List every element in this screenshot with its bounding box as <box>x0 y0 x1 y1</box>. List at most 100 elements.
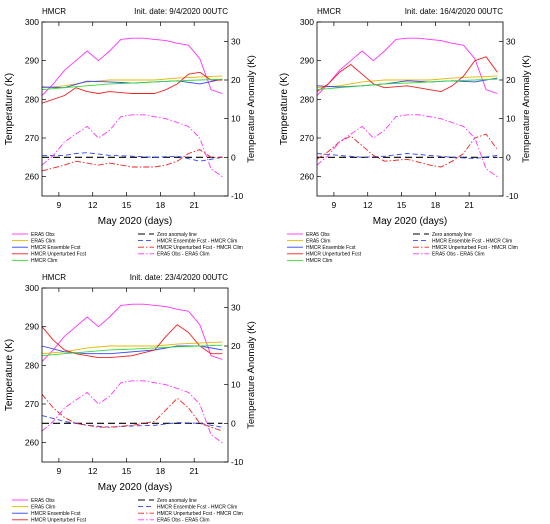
series-line <box>41 344 223 357</box>
x-tick-label: 18 <box>156 200 166 210</box>
y-axis-label: Temperature (K) <box>279 73 290 145</box>
y-tick-label: 290 <box>25 322 39 332</box>
y-tick-label: 280 <box>300 94 314 104</box>
series-line <box>41 149 223 172</box>
chart-panel-1: HMCR Init. date: 9/4/2020 00UTC 9 12 15 18 21 2… <box>0 0 270 264</box>
y2-tick-label: -10 <box>231 457 244 467</box>
x-tick-label: 12 <box>88 466 98 476</box>
series-line <box>41 345 223 355</box>
legend-label: Zero anomaly line <box>157 498 197 504</box>
y2-tick-label: 20 <box>231 341 241 351</box>
chart-title: Init. date: 16/4/2020 00UTC <box>405 7 504 16</box>
x-tick-label: 21 <box>189 466 199 476</box>
series-line <box>41 114 223 178</box>
y-axis-label: Temperature (K) <box>4 73 15 145</box>
x-tick-label: 9 <box>332 200 337 210</box>
y2-tick-label: 10 <box>506 114 516 124</box>
legend-label: HMCR Clim <box>31 258 57 264</box>
x-tick-label: 21 <box>464 200 474 210</box>
x-tick-label: 15 <box>122 200 132 210</box>
chart-panel-3: HMCR Init. date: 23/4/2020 00UTC 9 12 15 18 21… <box>0 266 270 524</box>
y-tick-label: 260 <box>25 172 39 182</box>
legend-label: ERA5 Obs - ERA5 Clim <box>432 252 485 258</box>
legend-label: Zero anomaly line <box>432 232 472 238</box>
series-line <box>41 75 223 89</box>
x-axis-label: May 2020 (days) <box>98 216 172 227</box>
chart-svg-3: HMCR Init. date: 23/4/2020 00UTC 9 12 15 18 21… <box>4 273 257 524</box>
y2-tick-label: 20 <box>231 75 241 85</box>
plot-frame <box>41 287 229 463</box>
y2-tick-label: 30 <box>231 36 241 46</box>
legend-label: HMCR Unperturbed Fcst - HMCR Clim <box>432 245 518 251</box>
series-line <box>316 37 498 96</box>
y2-tick-label: 0 <box>231 152 236 162</box>
y2-axis-label: Temperature Anomaly (K) <box>521 55 532 163</box>
panel-label: HMCR <box>42 273 66 282</box>
y2-tick-label: 0 <box>231 418 236 428</box>
series-line <box>41 380 223 444</box>
y-tick-label: 270 <box>25 399 39 409</box>
legend-label: HMCR Unperturbed Fcst <box>306 252 362 258</box>
series-line <box>41 78 223 91</box>
y2-tick-label: 30 <box>231 302 241 312</box>
series-line <box>41 303 223 362</box>
x-tick-label: 9 <box>57 466 62 476</box>
legend-label: Zero anomaly line <box>157 232 197 238</box>
x-tick-label: 21 <box>189 200 199 210</box>
x-axis-label: May 2020 (days) <box>373 216 447 227</box>
chart-title: Init. date: 9/4/2020 00UTC <box>134 7 228 16</box>
series-line <box>316 56 498 93</box>
legend-label: HMCR Unperturbed Fcst <box>31 518 87 524</box>
y-tick-label: 270 <box>300 133 314 143</box>
legend-label: HMCR Ensemble Fcst - HMCR Clim <box>432 238 512 244</box>
series-line <box>41 37 223 96</box>
plot-frame <box>316 21 504 197</box>
legend-label: ERA5 Obs <box>31 232 55 238</box>
legend-label: HMCR Clim <box>306 258 332 264</box>
y-tick-label: 300 <box>300 17 314 27</box>
chart-panel-2: HMCR Init. date: 16/4/2020 00UTC 9 12 15 18 21… <box>275 0 545 264</box>
y2-axis-label: Temperature Anomaly (K) <box>246 55 257 163</box>
x-tick-label: 12 <box>363 200 373 210</box>
panel-label: HMCR <box>317 7 341 16</box>
chart-title: Init. date: 23/4/2020 00UTC <box>130 273 229 282</box>
legend-label: HMCR Unperturbed Fcst <box>31 252 87 258</box>
x-tick-label: 15 <box>122 466 132 476</box>
x-tick-label: 9 <box>57 200 62 210</box>
y2-tick-label: 10 <box>231 114 241 124</box>
x-axis-label: May 2020 (days) <box>98 482 172 493</box>
legend-label: HMCR Unperturbed Fcst - HMCR Clim <box>157 245 243 251</box>
y2-tick-label: -10 <box>506 191 519 201</box>
legend-label: HMCR Ensemble Fcst <box>31 511 81 517</box>
legend-label: ERA5 Obs - ERA5 Clim <box>157 518 210 524</box>
y-tick-label: 280 <box>25 360 39 370</box>
y-axis-label: Temperature (K) <box>4 339 15 411</box>
x-tick-label: 18 <box>431 200 441 210</box>
y2-axis-label: Temperature Anomaly (K) <box>246 321 257 429</box>
y-tick-label: 290 <box>25 56 39 66</box>
y2-tick-label: 30 <box>506 36 516 46</box>
series-line <box>316 78 498 91</box>
chart-svg-2: HMCR Init. date: 16/4/2020 00UTC 9 12 15 18 21… <box>279 7 532 264</box>
legend-label: HMCR Unperturbed Fcst - HMCR Clim <box>157 511 243 517</box>
y-tick-label: 260 <box>300 172 314 182</box>
y-tick-label: 260 <box>25 438 39 448</box>
chart-svg-1: HMCR Init. date: 9/4/2020 00UTC 9 12 15 18 21 2… <box>4 7 257 264</box>
y-tick-label: 280 <box>25 94 39 104</box>
legend-label: HMCR Ensemble Fcst <box>306 245 356 251</box>
series-line <box>316 75 498 89</box>
series-line <box>41 324 223 359</box>
panel-label: HMCR <box>42 7 66 16</box>
x-tick-label: 15 <box>397 200 407 210</box>
series-line <box>41 415 223 428</box>
legend-label: ERA5 Clim <box>31 238 55 244</box>
legend-label: HMCR Ensemble Fcst <box>31 245 81 251</box>
series-line <box>316 77 498 88</box>
series-line <box>316 153 498 159</box>
series-line <box>41 71 223 104</box>
x-tick-label: 12 <box>88 200 98 210</box>
y-tick-label: 300 <box>25 17 39 27</box>
series-line <box>41 341 223 355</box>
legend-label: ERA5 Obs - ERA5 Clim <box>157 252 210 258</box>
series-line <box>316 133 498 168</box>
